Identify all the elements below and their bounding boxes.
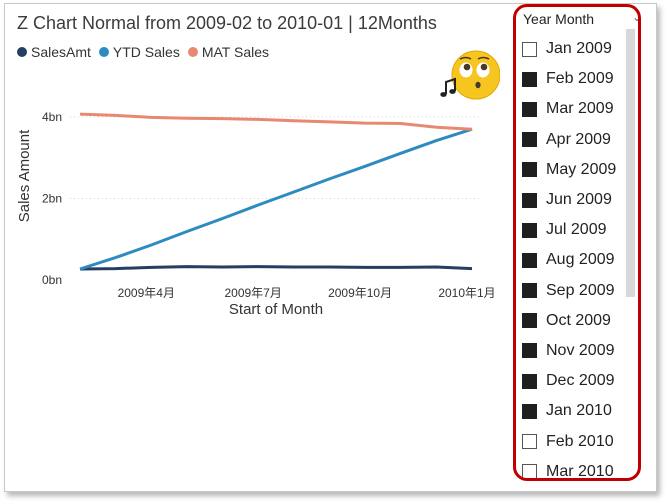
- slicer-item[interactable]: May 2009: [522, 155, 634, 185]
- gridlines: [70, 116, 480, 199]
- slicer-item-label: Apr 2009: [546, 130, 611, 148]
- checkbox[interactable]: [522, 252, 537, 268]
- legend-item-ytd-sales[interactable]: YTD Sales: [98, 44, 180, 60]
- series-lines: [79, 112, 473, 271]
- legend-label-mat-sales: MAT Sales: [201, 44, 270, 60]
- checkbox[interactable]: [522, 313, 537, 329]
- slicer-scrollbar[interactable]: [626, 29, 635, 297]
- y-axis-ticks: 0bn 2bn 4bn: [42, 110, 62, 287]
- slicer-item[interactable]: Mar 2009: [522, 94, 634, 124]
- legend-marker-mat-sales: [187, 47, 198, 57]
- series-line-ytd-sales[interactable]: [79, 127, 473, 271]
- legend-item-salesamt[interactable]: SalesAmt: [17, 44, 91, 60]
- x-tick-label: 2009年4月: [118, 286, 175, 300]
- checkbox[interactable]: [522, 222, 537, 238]
- checkbox[interactable]: [522, 283, 537, 299]
- slicer-item-label: Feb 2010: [546, 432, 614, 450]
- slicer-item[interactable]: Aug 2009: [522, 245, 634, 275]
- slicer-item-label: Mar 2009: [546, 100, 614, 118]
- chevron-down-icon[interactable]: ⌄: [632, 10, 638, 24]
- slicer-item[interactable]: Sep 2009: [522, 276, 634, 306]
- thinking-emoji-icon: [440, 50, 500, 100]
- x-axis-title: Start of Month: [229, 301, 323, 318]
- checkbox[interactable]: [522, 71, 537, 87]
- slicer-item-label: Jan 2009: [546, 40, 612, 58]
- checkbox[interactable]: [522, 464, 537, 478]
- legend-marker-ytd-sales: [98, 47, 109, 57]
- legend-item-mat-sales[interactable]: MAT Sales: [187, 44, 270, 60]
- x-tick-label: 2010年1月: [438, 286, 495, 300]
- checkbox[interactable]: [522, 343, 537, 359]
- slicer-item[interactable]: Mar 2010: [522, 457, 634, 480]
- slicer-header: Year Month: [523, 11, 595, 27]
- slicer-item[interactable]: Jan 2009: [522, 34, 634, 64]
- slicer-item-label: Jun 2009: [546, 191, 612, 209]
- checkbox[interactable]: [522, 132, 537, 148]
- y-tick-label: 0bn: [42, 273, 62, 287]
- slicer-item-label: Feb 2009: [546, 70, 614, 88]
- slicer-item-label: Aug 2009: [546, 251, 615, 269]
- slicer-item-label: Mar 2010: [546, 462, 614, 480]
- slicer-item-label: Jul 2009: [546, 221, 607, 239]
- slicer-item[interactable]: Dec 2009: [522, 366, 634, 396]
- x-tick-label: 2009年10月: [328, 286, 392, 300]
- checkbox[interactable]: [522, 41, 537, 57]
- year-month-slicer: Year Month ⌄ Jan 2009 Feb 2009 Mar 2009 Apr…: [513, 4, 641, 481]
- legend-label-ytd-sales: YTD Sales: [112, 44, 180, 60]
- slicer-item-label: Oct 2009: [546, 311, 611, 329]
- slicer-item-label: Nov 2009: [546, 341, 615, 359]
- x-tick-label: 2009年7月: [224, 286, 281, 300]
- slicer-list: Jan 2009 Feb 2009 Mar 2009 Apr 2009 May 2009…: [522, 34, 634, 480]
- slicer-item[interactable]: Jul 2009: [522, 215, 634, 245]
- slicer-item[interactable]: Apr 2009: [522, 125, 634, 155]
- checkbox[interactable]: [522, 434, 537, 450]
- slicer-item-label: Sep 2009: [546, 281, 615, 299]
- slicer-item-label: May 2009: [546, 160, 617, 178]
- checkbox[interactable]: [522, 101, 537, 117]
- slicer-item-label: Dec 2009: [546, 372, 615, 390]
- checkbox[interactable]: [522, 373, 537, 389]
- slicer-item[interactable]: Nov 2009: [522, 336, 634, 366]
- series-line-mat-sales[interactable]: [79, 112, 473, 131]
- slicer-item-label: Jan 2010: [546, 402, 612, 420]
- series-line-salesamt[interactable]: [79, 265, 473, 271]
- y-tick-label: 4bn: [42, 110, 62, 124]
- legend-marker-salesamt: [17, 47, 27, 57]
- chart-legend: SalesAmt YTD Sales MAT Sales: [17, 44, 269, 60]
- x-axis-ticks: 2009年4月 2009年7月 2009年10月 2010年1月: [118, 286, 496, 300]
- slicer-item[interactable]: Jun 2009: [522, 185, 634, 215]
- slicer-item[interactable]: Jan 2010: [522, 396, 634, 426]
- y-axis-title: Sales Amount: [16, 129, 33, 222]
- slicer-item[interactable]: Feb 2009: [522, 64, 634, 94]
- slicer-item[interactable]: Feb 2010: [522, 426, 634, 456]
- slicer-item[interactable]: Oct 2009: [522, 306, 634, 336]
- checkbox[interactable]: [522, 192, 537, 208]
- checkbox[interactable]: [522, 162, 537, 178]
- y-tick-label: 2bn: [42, 192, 62, 206]
- legend-label-salesamt: SalesAmt: [31, 44, 91, 60]
- chart-title: Z Chart Normal from 2009-02 to 2010-01 |…: [17, 13, 437, 33]
- checkbox[interactable]: [522, 403, 537, 419]
